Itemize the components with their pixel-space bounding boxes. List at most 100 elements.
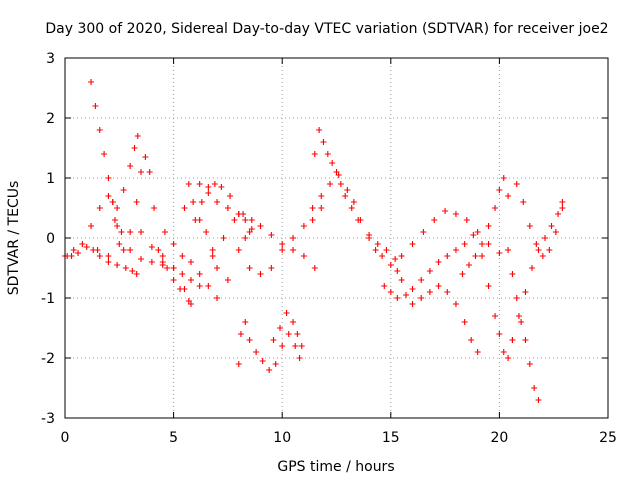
- data-point: [500, 349, 507, 355]
- data-point: [248, 217, 255, 223]
- data-point: [196, 181, 203, 187]
- data-point: [164, 265, 171, 271]
- data-point: [418, 277, 425, 283]
- data-point: [70, 247, 77, 253]
- data-point: [96, 127, 103, 133]
- data-point: [96, 253, 103, 259]
- data-point: [381, 283, 388, 289]
- data-point: [131, 145, 138, 151]
- data-point: [420, 229, 427, 235]
- data-point: [290, 247, 297, 253]
- data-point: [185, 298, 192, 304]
- data-point: [279, 343, 286, 349]
- series-arc6: [133, 154, 192, 304]
- data-point: [522, 337, 529, 343]
- data-point: [209, 247, 216, 253]
- data-point: [259, 358, 266, 364]
- data-point: [300, 253, 307, 259]
- data-point: [452, 211, 459, 217]
- data-point: [555, 211, 562, 217]
- data-point: [159, 253, 166, 259]
- data-point: [505, 355, 512, 361]
- data-point: [394, 295, 401, 301]
- data-point: [105, 253, 112, 259]
- data-point: [531, 385, 538, 391]
- series-arc4: [90, 247, 140, 277]
- series-arc8: [181, 181, 221, 271]
- data-point: [372, 247, 379, 253]
- data-point: [142, 154, 149, 160]
- data-point: [342, 193, 349, 199]
- series-arc12: [270, 310, 305, 349]
- data-point: [116, 241, 123, 247]
- data-point: [268, 232, 275, 238]
- data-point: [539, 253, 546, 259]
- data-point: [257, 271, 264, 277]
- data-point: [528, 265, 535, 271]
- data-points: [62, 79, 566, 403]
- data-point: [485, 241, 492, 247]
- data-point: [192, 217, 199, 223]
- data-point: [214, 199, 221, 205]
- data-point: [515, 313, 522, 319]
- data-point: [179, 253, 186, 259]
- data-point: [214, 295, 221, 301]
- data-point: [138, 229, 145, 235]
- data-point: [522, 289, 529, 295]
- data-point: [294, 331, 301, 337]
- data-point: [387, 289, 394, 295]
- data-point: [237, 331, 244, 337]
- data-point: [88, 223, 95, 229]
- data-point: [279, 241, 286, 247]
- data-point: [242, 235, 249, 241]
- data-point: [485, 283, 492, 289]
- data-point: [120, 187, 127, 193]
- series-arc23: [505, 247, 542, 403]
- data-point: [105, 193, 112, 199]
- data-point: [459, 271, 466, 277]
- series-arc24: [509, 199, 566, 343]
- data-point: [114, 223, 121, 229]
- data-point: [105, 259, 112, 265]
- data-point: [350, 199, 357, 205]
- data-point: [272, 361, 279, 367]
- data-point: [348, 205, 355, 211]
- data-point: [155, 247, 162, 253]
- x-tick-label: 5: [169, 430, 178, 446]
- data-point: [533, 241, 540, 247]
- data-point: [133, 271, 140, 277]
- data-point: [185, 181, 192, 187]
- data-point: [177, 286, 184, 292]
- data-point: [409, 286, 416, 292]
- data-point: [552, 229, 559, 235]
- data-point: [337, 181, 344, 187]
- data-point: [122, 265, 129, 271]
- data-point: [326, 181, 333, 187]
- series-arc15: [311, 127, 355, 211]
- data-point: [318, 205, 325, 211]
- series-arc3: [88, 79, 127, 253]
- x-tick-label: 25: [599, 430, 617, 446]
- data-point: [246, 337, 253, 343]
- data-point: [227, 193, 234, 199]
- data-point: [235, 211, 242, 217]
- data-point: [159, 259, 166, 265]
- data-point: [316, 127, 323, 133]
- data-point: [465, 262, 472, 268]
- data-point: [290, 319, 297, 325]
- data-point: [205, 184, 212, 190]
- data-point: [205, 283, 212, 289]
- data-point: [224, 205, 231, 211]
- data-point: [246, 229, 253, 235]
- data-point: [426, 289, 433, 295]
- data-point: [394, 268, 401, 274]
- data-point: [324, 151, 331, 157]
- y-tick-labels: -3 -2 -1 0 1 2 3: [41, 51, 55, 427]
- data-point: [461, 241, 468, 247]
- data-point: [235, 247, 242, 253]
- y-tick-label: -1: [41, 291, 55, 307]
- data-point: [485, 223, 492, 229]
- series-arc18: [381, 232, 477, 301]
- data-point: [542, 235, 549, 241]
- data-point: [151, 205, 158, 211]
